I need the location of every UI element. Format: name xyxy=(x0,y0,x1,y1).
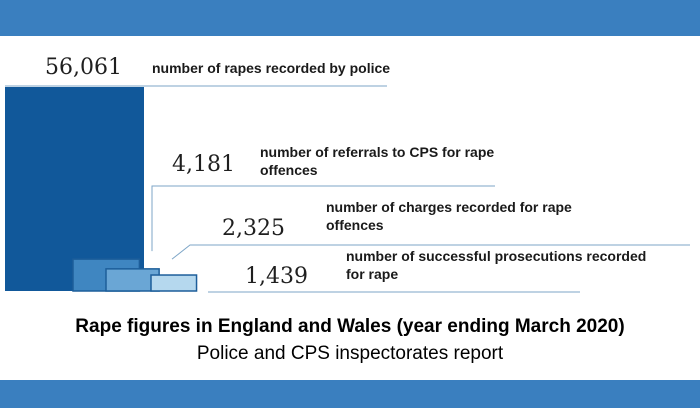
category-label-3: offences xyxy=(326,217,384,233)
rape-figures-chart: 56,061 number of rapes recorded by police… xyxy=(5,55,690,293)
category-label-3: number of charges recorded for rape xyxy=(326,199,572,215)
caption-subtitle: Police and CPS inspectorates report xyxy=(196,343,504,364)
connector-line xyxy=(171,244,690,260)
top-band xyxy=(0,0,700,36)
category-label-2: offences xyxy=(260,162,318,178)
value-label-4: 1,439 xyxy=(245,264,308,289)
bar-1 xyxy=(5,87,144,291)
value-label-1: 56,061 xyxy=(45,55,122,80)
value-label-2: 4,181 xyxy=(172,152,235,177)
connector-line xyxy=(151,185,495,252)
category-label-1: number of rapes recorded by police xyxy=(152,60,390,76)
caption-title: Rape figures in England and Wales (year … xyxy=(75,316,625,337)
category-label-4: for rape xyxy=(346,266,398,282)
bottom-band xyxy=(0,380,700,408)
bar-4 xyxy=(150,274,198,292)
category-label-4: number of successful prosecutions record… xyxy=(346,248,646,264)
category-label-2: number of referrals to CPS for rape xyxy=(260,144,494,160)
value-label-3: 2,325 xyxy=(222,216,285,241)
